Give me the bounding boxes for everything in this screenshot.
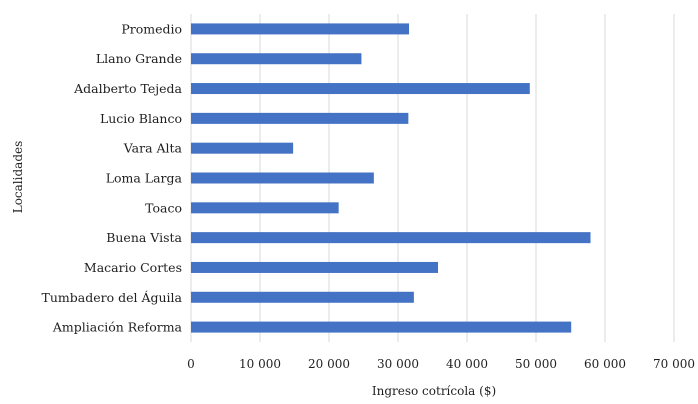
bar: [191, 321, 572, 333]
bar: [191, 83, 530, 95]
category-label: Vara Alta: [123, 141, 183, 156]
bar: [191, 172, 374, 184]
bar: [191, 291, 414, 303]
category-label: Tumbadero del Águila: [42, 290, 183, 305]
x-tick-label: 0: [187, 357, 195, 371]
x-tick-label: 60 000: [584, 357, 626, 371]
category-label: Ampliación Reforma: [52, 320, 183, 335]
category-label: Promedio: [121, 21, 182, 36]
x-tick-label: 30 000: [377, 357, 419, 371]
bar: [191, 261, 439, 273]
category-label: Macario Cortes: [84, 260, 182, 275]
bars: [191, 23, 591, 333]
bar: [191, 142, 294, 154]
x-tick-label: 50 000: [515, 357, 557, 371]
category-label: Llano Grande: [96, 51, 182, 66]
category-labels: Promedio Llano Grande Adalberto Tejeda Luci…: [42, 21, 183, 334]
bar: [191, 53, 362, 65]
x-axis-title: Ingreso cotrícola ($): [372, 384, 496, 398]
category-label: Toaco: [145, 200, 182, 215]
bar: [191, 112, 409, 124]
y-axis-title: Localidades: [11, 141, 25, 214]
category-label: Buena Vista: [106, 230, 182, 245]
bar: [191, 202, 339, 214]
bar: [191, 23, 410, 35]
x-tick-label: 40 000: [446, 357, 488, 371]
category-label: Adalberto Tejeda: [73, 81, 182, 96]
category-label: Loma Larga: [106, 171, 183, 186]
x-tick-label: 70 000: [653, 357, 695, 371]
bar: [191, 232, 591, 244]
category-label: Lucio Blanco: [100, 111, 182, 126]
x-tick-label: 10 000: [239, 357, 281, 371]
x-tick-labels: 0 10 000 20 000 30 000 40 000 50 000 60 000 70 …: [187, 357, 695, 371]
x-tick-label: 20 000: [308, 357, 350, 371]
